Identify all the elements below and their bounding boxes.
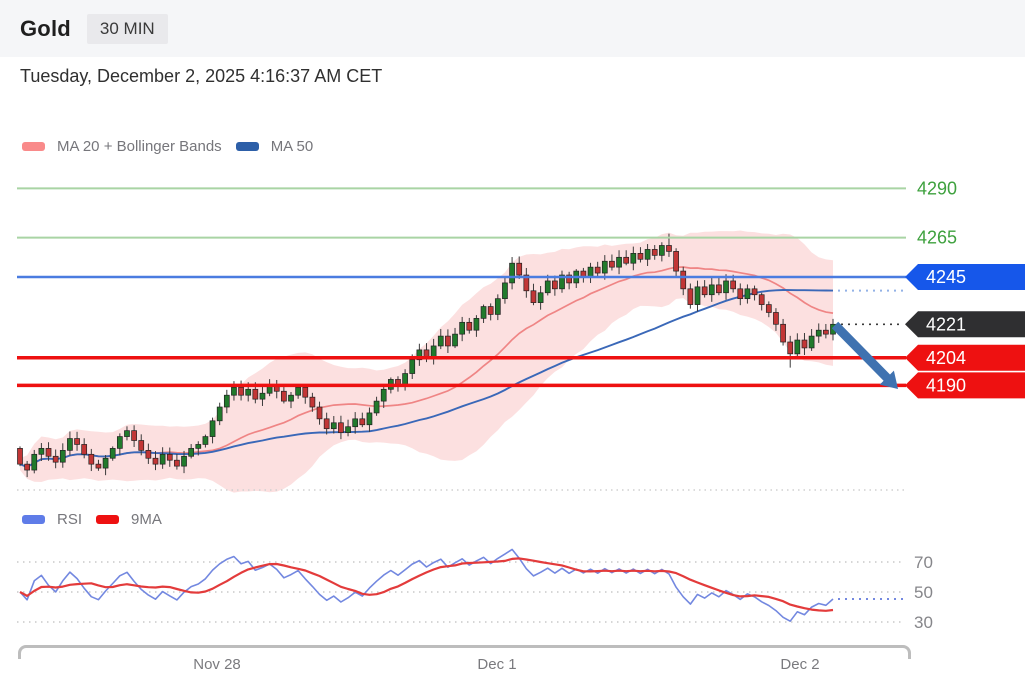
chart-scrollbar[interactable]: [18, 645, 911, 659]
chart-datetime: Tuesday, December 2, 2025 4:16:37 AM CET: [20, 66, 383, 86]
price-tag-4245: [905, 264, 1025, 290]
price-tag-label-4221: 4221: [926, 314, 966, 334]
candles: [17, 233, 836, 478]
price-chart-canvas[interactable]: 4290 4265 4245 4221 4204 4190: [0, 170, 1025, 500]
ma50-swatch-icon: [235, 142, 259, 151]
legend-label-ma20-bollinger: MA 20 + Bollinger Bands: [57, 138, 222, 155]
legend-item-ma20-bollinger: MA 20 + Bollinger Bands: [22, 138, 222, 155]
symbol-title: Gold: [20, 15, 71, 41]
legend-label-rsi: RSI: [57, 511, 83, 528]
price-tag-label-4204: 4204: [926, 348, 966, 368]
rsi-line: [19, 548, 834, 622]
timeframe-badge[interactable]: 30 MIN: [86, 13, 168, 44]
price-tag-4221: [905, 311, 1025, 338]
price-level-label-4290: 4290: [917, 178, 957, 198]
rsi-9ma-line: [19, 557, 834, 612]
rsi-panel-canvas[interactable]: 70 50 30: [0, 520, 1025, 640]
header-bar: Gold 30 MIN: [0, 0, 1025, 57]
main-chart-legend: MA 20 + Bollinger Bands MA 50: [22, 138, 313, 155]
time-axis: Nov 28 Dec 1 Dec 2: [0, 640, 1025, 689]
legend-label-ma50: MA 50: [270, 138, 314, 155]
rsi-tick-label-50: 50: [914, 583, 933, 602]
legend-item-rsi: RSI: [22, 511, 82, 528]
time-axis-label-dec-2: Dec 2: [780, 656, 820, 673]
rsi-swatch-icon: [22, 515, 45, 524]
rsi-tick-label-70: 70: [914, 553, 933, 572]
legend-item-ma50: MA 50: [235, 138, 314, 155]
legend-label-9ma: 9MA: [131, 511, 162, 528]
legend-item-9ma: 9MA: [96, 511, 162, 528]
price-tag-label-4190: 4190: [926, 375, 966, 395]
price-tag-4190: [905, 372, 1025, 399]
price-level-label-4265: 4265: [917, 228, 957, 248]
ma20-bollinger-swatch-icon: [22, 142, 45, 151]
rsi-tick-label-30: 30: [914, 613, 933, 632]
price-tag-4204: [905, 344, 1025, 371]
rsi-legend: RSI 9MA: [22, 511, 162, 528]
time-axis-label-dec-1: Dec 1: [477, 656, 517, 673]
price-tag-label-4245: 4245: [926, 267, 966, 287]
downtrend-arrow-icon: [831, 321, 898, 389]
rsi-9ma-swatch-icon: [96, 515, 120, 524]
time-axis-label-nov-28: Nov 28: [193, 656, 241, 673]
